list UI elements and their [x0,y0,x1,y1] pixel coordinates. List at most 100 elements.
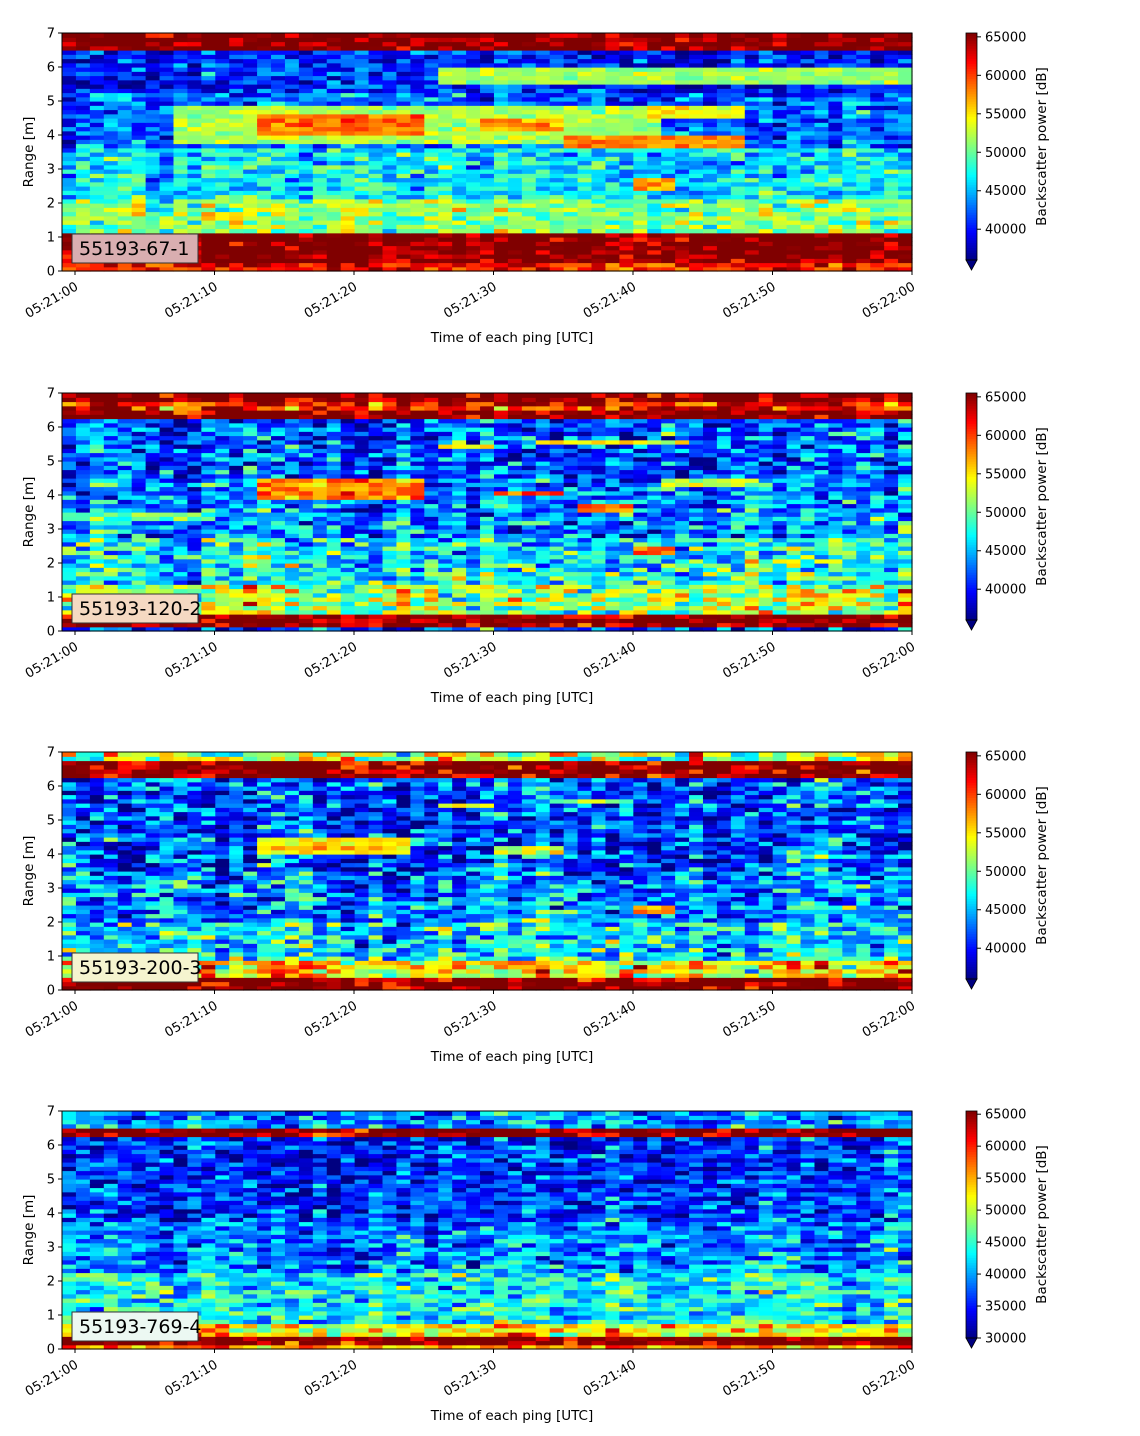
heatmap-cell [243,37,258,43]
heatmap-cell [187,194,202,200]
heatmap-cell [215,622,230,628]
heatmap-cell [870,258,885,264]
heatmap-cell [870,601,885,607]
heatmap-cell [633,266,648,272]
heatmap-cell [452,37,467,43]
heatmap-cell [535,156,551,162]
heatmap-cell [131,88,147,94]
heatmap-cell [549,67,565,72]
heatmap-cell [647,84,662,89]
heatmap-cell [62,605,77,611]
colorbar-step [966,33,977,37]
heatmap-cell [744,190,760,196]
heatmap-cell [577,215,593,221]
heatmap-cell [229,37,244,43]
heatmap-cell [786,33,802,38]
heatmap-cell [563,45,579,51]
heatmap-cell [870,126,885,132]
heatmap-cell [786,177,802,183]
heatmap-cell [159,567,175,573]
heatmap-cell [744,571,760,577]
heatmap-cell [842,58,857,64]
heatmap-cell [368,152,384,157]
heatmap-cell [647,33,662,38]
heatmap-cell [800,92,816,98]
heatmap-cell [898,118,913,123]
heatmap-cell [870,160,885,166]
heatmap-cell [605,554,620,560]
heatmap-cell [243,580,258,585]
heatmap-cell [661,554,676,560]
heatmap-cell [675,203,690,208]
heatmap-cell [619,130,634,136]
heatmap-cell [201,169,216,174]
heatmap-cell [535,609,551,615]
heatmap-cell [382,190,398,196]
heatmap-cell [173,139,189,145]
heatmap-cell [354,575,370,581]
heatmap-cell [884,614,899,619]
heatmap-cell [675,198,690,204]
heatmap-cell [159,54,175,60]
heatmap-cell [870,147,885,153]
heatmap-cell [466,529,481,534]
heatmap-cell [368,92,384,98]
heatmap-cell [438,135,453,140]
heatmap-cell [340,258,356,264]
heatmap-cell [507,580,523,585]
heatmap-cell [466,215,481,221]
heatmap-cell [702,173,718,179]
heatmap-cell [340,237,356,242]
heatmap-cell [856,198,871,204]
heatmap-cell [591,33,607,38]
heatmap-cell [828,33,843,38]
heatmap-cell [493,567,509,573]
heatmap-cell [271,143,286,149]
heatmap-cell [744,588,760,594]
heatmap-cell [619,220,634,225]
heatmap-cell [466,592,481,598]
heatmap-cell [243,75,258,81]
heatmap-cell [201,173,216,179]
heatmap-cell [702,262,718,268]
heatmap-cell [870,139,885,145]
heatmap-cell [89,135,105,140]
heatmap-cell [493,143,509,149]
heatmap-cell [814,224,829,230]
heatmap-cell [786,575,802,581]
heatmap-cell [800,626,816,632]
heatmap-cell [563,164,579,170]
heatmap-cell [702,224,718,230]
heatmap-cell [689,622,704,628]
heatmap-cell [549,169,565,174]
colorbar-step [966,249,977,254]
heatmap-cell [507,79,523,85]
heatmap-cell [368,228,384,234]
heatmap-cell [117,541,133,547]
heatmap-cell [452,567,467,573]
heatmap-cell [145,101,161,106]
heatmap-cell [744,541,760,547]
heatmap-cell [828,41,843,47]
heatmap-cell [507,130,523,136]
heatmap-cell [257,54,272,60]
heatmap-cell [507,186,523,191]
heatmap-cell [257,147,272,153]
heatmap-cell [884,609,899,615]
heatmap-cell [535,237,551,242]
heatmap-cell [870,215,885,221]
heatmap-cell [103,266,119,272]
heatmap-cell [382,84,398,89]
heatmap-cell [772,588,788,594]
heatmap-cell [75,537,91,543]
heatmap-cell [396,567,411,573]
heatmap-cell [382,207,398,213]
heatmap-cell [563,139,579,145]
heatmap-cell [229,220,244,225]
heatmap-cell [856,558,871,564]
heatmap-cell [786,232,802,238]
heatmap-cell [884,546,899,551]
heatmap-cell [438,546,453,551]
heatmap-cell [647,113,662,119]
heatmap-cell [396,220,411,225]
